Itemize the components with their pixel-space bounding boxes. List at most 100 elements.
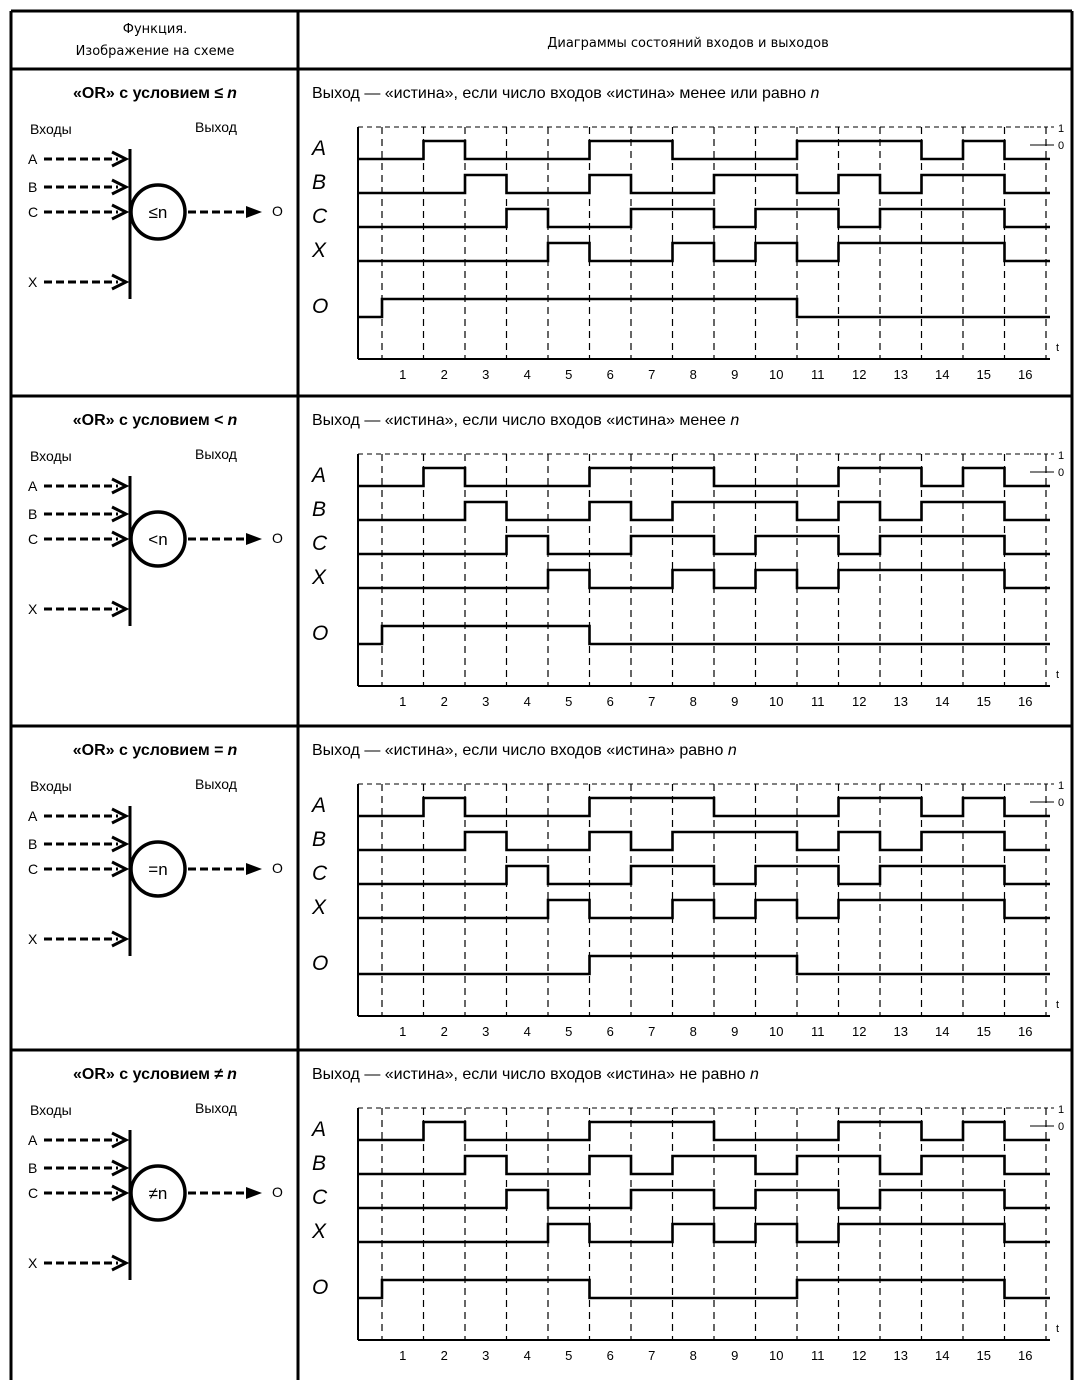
- level-low-label: 0: [1058, 467, 1064, 479]
- time-axis-label: t: [1056, 669, 1059, 681]
- tick-label: 5: [565, 367, 572, 382]
- signal-trace-c: [358, 864, 1050, 886]
- input-arrowhead: [111, 203, 130, 221]
- signal-label-b: B: [312, 498, 326, 521]
- tick-label: 15: [977, 694, 991, 709]
- tick-label: 16: [1018, 694, 1032, 709]
- level-high-label: 1: [1058, 123, 1064, 135]
- gate-circle: [129, 183, 187, 241]
- row-description: Выход — «истина», если число входов «ист…: [312, 742, 737, 759]
- signal-trace-x: [358, 898, 1050, 920]
- row-title-condition: ≠: [214, 1066, 223, 1083]
- tick-label: 1: [399, 1348, 406, 1363]
- input-label-a: A: [28, 808, 38, 824]
- signal-trace-c: [358, 534, 1050, 556]
- tick-label: 12: [852, 1348, 866, 1363]
- tick-label: 5: [565, 1348, 572, 1363]
- signal-label-x: X: [311, 566, 327, 589]
- row-title: «OR» с условием ≠ n: [73, 1066, 237, 1083]
- input-label-x: X: [28, 274, 38, 290]
- inputs-label: Входы: [30, 778, 72, 794]
- tick-label: 12: [852, 694, 866, 709]
- row-1: «OR» с условием ≤ n Выход — «истина», если…: [28, 85, 1064, 382]
- level-low-label: 0: [1058, 1121, 1064, 1133]
- input-arrowhead: [111, 1159, 130, 1177]
- input-arrowhead: [111, 505, 130, 523]
- row-description: Выход — «истина», если число входов «ист…: [312, 412, 739, 429]
- tick-label: 13: [894, 1024, 908, 1039]
- tick-label: 2: [441, 694, 448, 709]
- row-title-prefix: «OR» с условием: [73, 412, 214, 429]
- tick-label: 16: [1018, 1024, 1032, 1039]
- tick-label: 4: [524, 1348, 531, 1363]
- signal-trace-a: [358, 139, 1050, 161]
- row-title-prefix: «OR» с условием: [73, 1066, 214, 1083]
- level-low-label: 0: [1058, 797, 1064, 809]
- output-arrowhead: [246, 206, 262, 218]
- signal-trace-o: [358, 624, 1050, 646]
- row-description-prefix: Выход — «истина», если число входов «ист…: [312, 1066, 750, 1083]
- row-title-prefix: «OR» с условием: [73, 85, 214, 102]
- gate-label: ≤n: [149, 203, 168, 222]
- tick-label: 2: [441, 367, 448, 382]
- tick-label: 5: [565, 694, 572, 709]
- tick-label: 10: [769, 1024, 783, 1039]
- tick-label: 4: [524, 1024, 531, 1039]
- tick-label: 13: [894, 367, 908, 382]
- tick-label: 9: [731, 694, 738, 709]
- signal-label-x: X: [311, 896, 327, 919]
- tick-label: 13: [894, 694, 908, 709]
- row-description-prefix: Выход — «истина», если число входов «ист…: [312, 742, 728, 759]
- signal-trace-a: [358, 1120, 1050, 1142]
- output-label-o: O: [272, 1184, 283, 1200]
- signal-label-a: A: [310, 137, 326, 160]
- tick-label: 16: [1018, 367, 1032, 382]
- signal-trace-c: [358, 207, 1050, 229]
- tick-label: 16: [1018, 1348, 1032, 1363]
- output-label: Выход: [195, 119, 237, 135]
- tick-label: 1: [399, 1024, 406, 1039]
- table-frame: [9, 9, 1074, 1380]
- signal-trace-a: [358, 796, 1050, 818]
- gate-label: ≠n: [149, 1184, 168, 1203]
- input-arrowhead: [111, 273, 130, 291]
- signal-trace-x: [358, 1222, 1050, 1244]
- tick-label: 11: [811, 1348, 825, 1363]
- input-label-b: B: [28, 179, 37, 195]
- signal-trace-b: [358, 830, 1050, 852]
- tick-label: 11: [811, 694, 825, 709]
- row-description-n: n: [728, 742, 737, 759]
- row-title-n: n: [227, 412, 237, 429]
- signal-trace-b: [358, 1154, 1050, 1176]
- tick-label: 6: [607, 694, 614, 709]
- tick-label: 13: [894, 1348, 908, 1363]
- row-description: Выход — «истина», если число входов «ист…: [312, 1066, 759, 1083]
- signal-label-c: C: [312, 205, 328, 228]
- time-axis-label: t: [1056, 342, 1059, 354]
- tick-label: 1: [399, 367, 406, 382]
- input-label-a: A: [28, 1132, 38, 1148]
- row-description-prefix: Выход — «истина», если число входов «ист…: [312, 85, 810, 102]
- signal-label-a: A: [310, 794, 326, 817]
- input-arrowhead: [111, 835, 130, 853]
- tick-label: 7: [648, 367, 655, 382]
- row-title-condition: <: [214, 412, 223, 429]
- tick-label: 5: [565, 1024, 572, 1039]
- input-label-b: B: [28, 836, 37, 852]
- input-arrowhead: [111, 930, 130, 948]
- output-label-o: O: [272, 860, 283, 876]
- signal-label-o: O: [312, 295, 328, 318]
- tick-label: 10: [769, 367, 783, 382]
- tick-label: 6: [607, 367, 614, 382]
- input-label-a: A: [28, 478, 38, 494]
- gate-circle: [129, 840, 187, 898]
- gate-label: <n: [148, 530, 167, 549]
- tick-label: 9: [731, 1348, 738, 1363]
- tick-label: 1: [399, 694, 406, 709]
- signal-trace-c: [358, 1188, 1050, 1210]
- signal-label-b: B: [312, 828, 326, 851]
- gate-symbol: Входы Выход ABC X =n O: [28, 776, 283, 956]
